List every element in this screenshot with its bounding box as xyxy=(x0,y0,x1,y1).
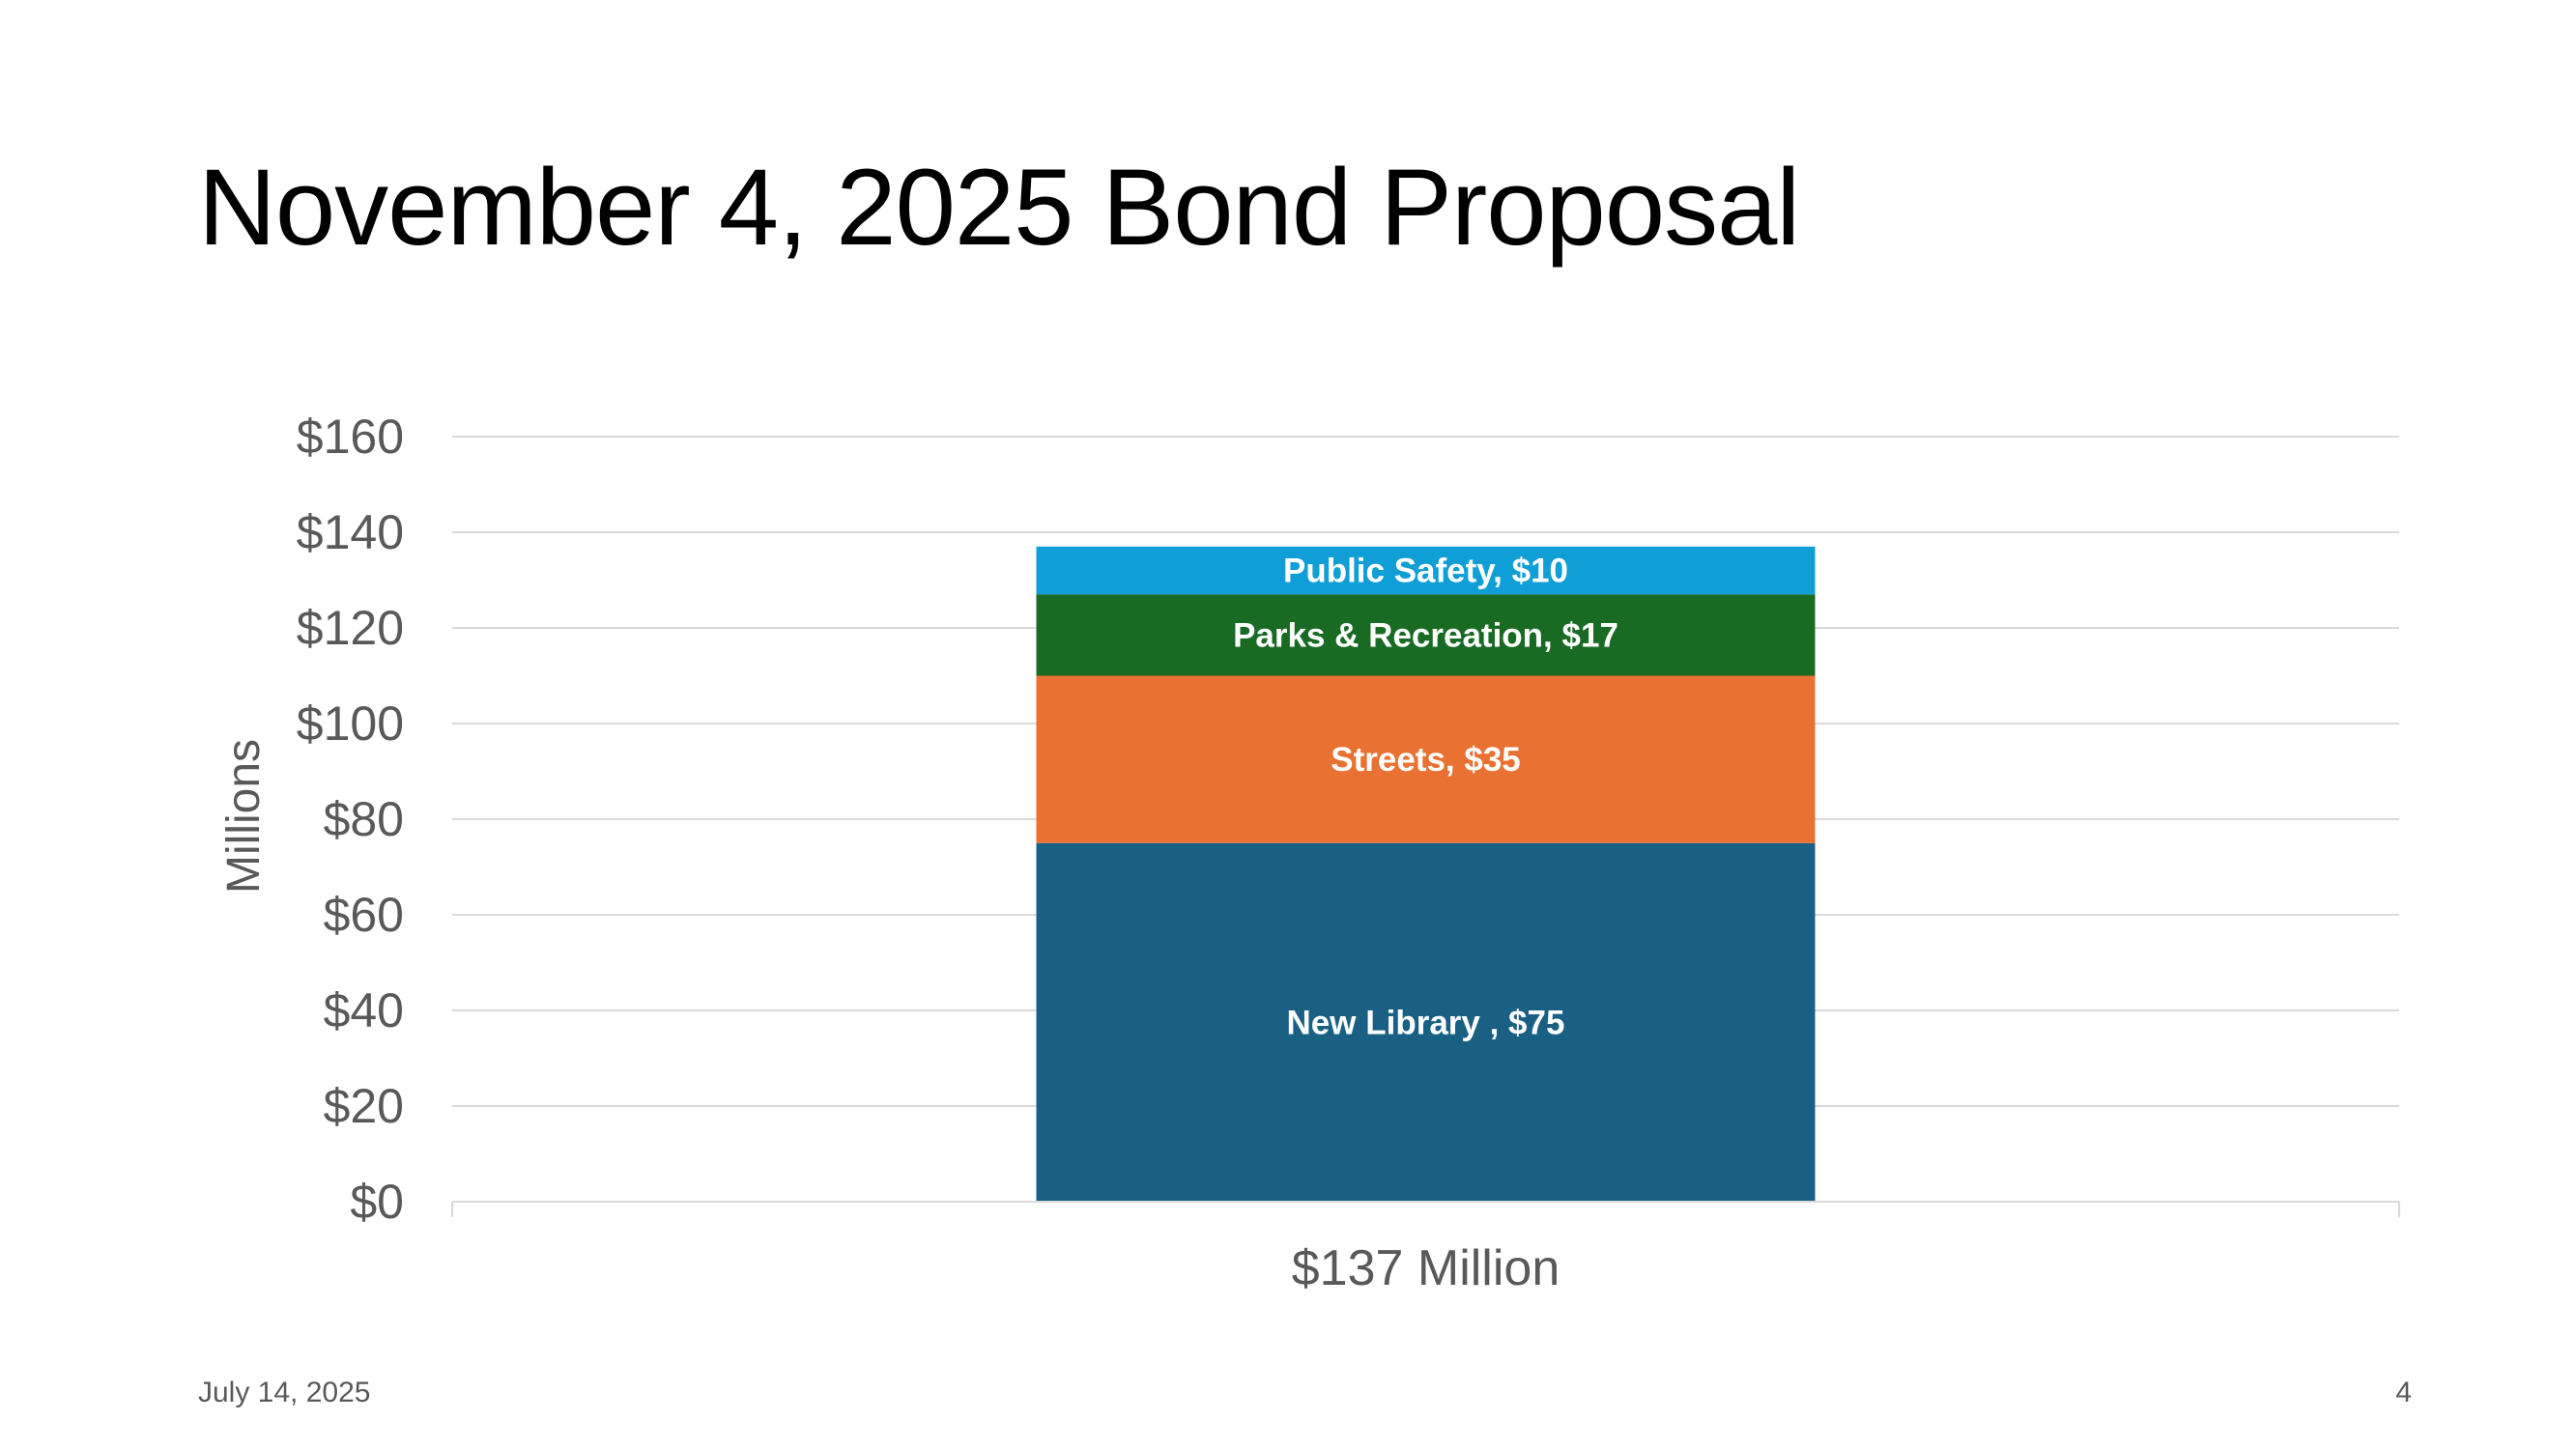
bar-segment xyxy=(1036,675,1816,843)
data-label: Parks & Recreation, $17 xyxy=(1233,616,1618,654)
y-tick-label: $160 xyxy=(297,410,404,464)
bar-segment xyxy=(1036,842,1816,1202)
data-label: New Library , $75 xyxy=(1287,1004,1565,1041)
slide-title: November 4, 2025 Bond Proposal xyxy=(198,147,1800,268)
y-tick-label: $20 xyxy=(324,1079,404,1133)
y-tick-label: $80 xyxy=(324,792,404,846)
y-tick-label: $100 xyxy=(297,696,404,751)
bar-segments xyxy=(1036,546,1816,1202)
y-tick-label: $60 xyxy=(324,888,404,942)
y-tick-label: $0 xyxy=(350,1175,404,1229)
y-tick-label: $120 xyxy=(297,601,404,655)
page-number: 4 xyxy=(2395,1377,2412,1408)
y-axis-label: Millions xyxy=(218,739,270,894)
data-label: Public Safety, $10 xyxy=(1283,553,1568,590)
y-axis-tick-labels: $0 $20 $40 $60 $80 $100 $120 $140 $160 xyxy=(297,410,404,1229)
y-tick-label: $140 xyxy=(297,505,404,559)
y-tick-label: $40 xyxy=(324,983,404,1037)
data-labels: New Library , $75 Streets, $35 Parks & Rec… xyxy=(1233,553,1618,1042)
footer-date: July 14, 2025 xyxy=(198,1377,371,1408)
data-label: Streets, $35 xyxy=(1331,741,1521,779)
x-tick-label: $137 Million xyxy=(1292,1240,1560,1296)
bar-segment xyxy=(1036,546,1816,595)
bar-segment xyxy=(1036,594,1816,676)
x-axis: $137 Million xyxy=(451,1201,2400,1296)
